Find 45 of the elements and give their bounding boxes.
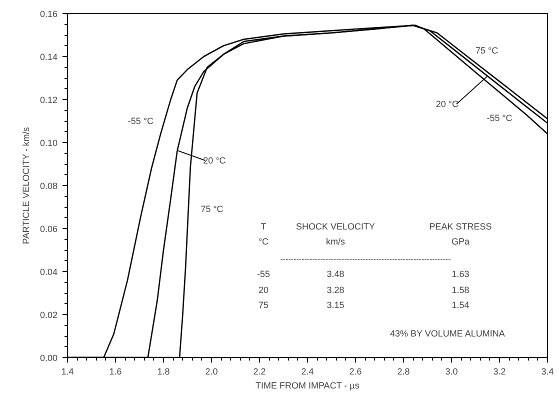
- y-tick-label: 0.00: [40, 353, 58, 363]
- y-tick-label: 0.12: [40, 95, 58, 105]
- annotation: 75: [258, 300, 269, 310]
- annotation: SHOCK VELOCITY: [296, 222, 376, 232]
- x-tick-label: 2.4: [301, 366, 314, 376]
- x-tick-label: 1.8: [157, 366, 170, 376]
- annotation: 1.63: [452, 269, 470, 279]
- x-axis-title: TIME FROM IMPACT - µs: [255, 380, 360, 390]
- annotation: 20 °C: [436, 99, 459, 110]
- x-tick-label: 3.0: [445, 366, 458, 376]
- y-tick-label: 0.04: [40, 267, 58, 277]
- x-tick-label: 2.0: [205, 366, 218, 376]
- annotation: 75 °C: [476, 45, 499, 56]
- x-tick-label: 2.2: [253, 366, 266, 376]
- annotation: 3.28: [326, 285, 344, 295]
- x-tick-label: 1.6: [109, 366, 122, 376]
- x-tick-label: 1.4: [61, 366, 74, 376]
- y-tick-label: 0.16: [40, 9, 58, 19]
- annotation: -55 °C: [128, 116, 154, 126]
- annotation: PEAK STRESS: [429, 222, 492, 232]
- annotation: °C: [258, 236, 270, 246]
- annotation: ----------------------------------------------------------------: [280, 254, 452, 264]
- x-tick-label: 2.6: [349, 366, 362, 376]
- annotation: 20: [258, 285, 269, 295]
- annotation: -55 °C: [486, 113, 513, 124]
- annotation: 20 °C: [203, 155, 226, 166]
- annotation: GPa: [451, 236, 470, 246]
- x-tick-label: 3.2: [493, 366, 506, 376]
- y-tick-label: 0.06: [40, 224, 58, 234]
- annotation: km/s: [326, 236, 346, 246]
- annotation: 3.15: [326, 300, 344, 310]
- annotation: 1.54: [452, 300, 470, 310]
- y-tick-label: 0.10: [40, 138, 58, 148]
- y-tick-label: 0.14: [40, 52, 58, 62]
- annotation: 43% BY VOLUME ALUMINA: [390, 328, 505, 338]
- annotation: 1.58: [452, 285, 470, 295]
- y-axis-title: PARTICLE VELOCITY - km/s: [20, 126, 31, 244]
- annotation: 75 °C: [200, 204, 224, 214]
- y-tick-label: 0.02: [40, 310, 58, 320]
- x-tick-label: 3.4: [541, 366, 554, 376]
- y-tick-label: 0.08: [40, 181, 58, 191]
- x-tick-label: 2.8: [397, 366, 410, 376]
- annotation: 3.48: [326, 269, 344, 279]
- annotation: -55: [256, 269, 270, 279]
- annotation: T: [260, 222, 267, 232]
